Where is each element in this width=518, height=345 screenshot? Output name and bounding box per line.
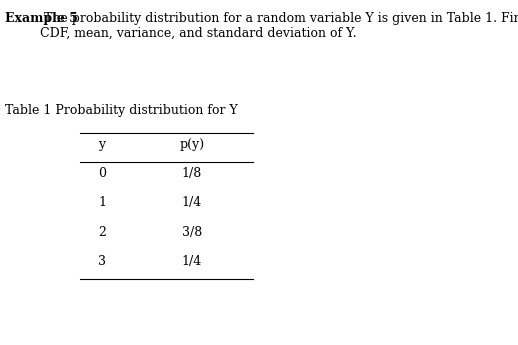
Text: 3: 3 <box>98 255 106 268</box>
Text: 1/4: 1/4 <box>182 255 202 268</box>
Text: Example 5: Example 5 <box>5 12 78 24</box>
Text: 2: 2 <box>98 226 106 238</box>
Text: p(y): p(y) <box>179 138 205 151</box>
Text: y: y <box>98 138 106 151</box>
Text: 3/8: 3/8 <box>182 226 202 238</box>
Text: The probability distribution for a random variable Y is given in Table 1. Find t: The probability distribution for a rando… <box>40 12 518 40</box>
Text: 1/4: 1/4 <box>182 196 202 209</box>
Text: 1/8: 1/8 <box>182 167 202 180</box>
Text: 1: 1 <box>98 196 106 209</box>
Text: 0: 0 <box>98 167 106 180</box>
Text: Table 1 Probability distribution for Y: Table 1 Probability distribution for Y <box>5 104 238 117</box>
